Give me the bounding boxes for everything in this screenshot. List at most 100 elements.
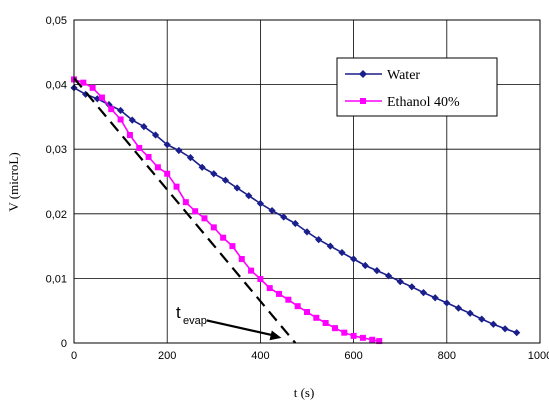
data-point-water [478, 315, 486, 323]
data-point-water [303, 228, 311, 236]
data-point-water [268, 206, 276, 215]
tevap-arrow-shaft [206, 319, 276, 337]
data-point-water [175, 146, 183, 155]
data-point-water [198, 163, 206, 171]
legend-marker-water [359, 70, 367, 78]
annotation-layer [73, 77, 297, 344]
data-point-water [408, 283, 416, 291]
x-tick-label: 200 [158, 350, 176, 362]
legend-marker-ethanol [360, 98, 366, 104]
data-point-ethanol [341, 329, 348, 336]
tangent-dashed-line [73, 77, 297, 344]
data-point-ethanol [201, 215, 208, 222]
data-point-water [210, 170, 218, 178]
plot-area-border [73, 19, 541, 344]
y-tick-label: 0 [61, 338, 67, 350]
data-point-ethanol [145, 153, 152, 160]
data-point-water [454, 304, 463, 312]
data-point-ethanol [276, 290, 283, 297]
x-tick-label: 600 [344, 350, 362, 362]
data-point-ethanol [257, 276, 264, 283]
series-ethanol [71, 76, 383, 345]
series-line-ethanol [73, 78, 380, 342]
data-point-ethanol [98, 94, 105, 101]
tevap-arrow-head [269, 330, 282, 341]
data-point-water [513, 329, 521, 337]
legend: Water Ethanol 40% [336, 57, 498, 117]
data-point-ethanol [108, 106, 115, 113]
y-tick-label: 0,03 [46, 144, 67, 156]
data-point-ethanol [331, 325, 338, 332]
data-point-water [256, 199, 264, 208]
data-point-water [489, 320, 497, 328]
legend-label-water: Water [387, 68, 420, 83]
data-point-ethanol [80, 79, 87, 86]
y-tick-label: 0,04 [46, 80, 67, 92]
data-point-ethanol [322, 319, 329, 326]
data-point-ethanol [136, 144, 143, 151]
series-layer [70, 76, 521, 345]
data-point-water [245, 192, 253, 200]
x-tick-label: 400 [251, 350, 269, 362]
data-point-ethanol [304, 308, 310, 315]
y-axis-title: V (microL) [6, 152, 21, 211]
data-point-ethanol [266, 285, 273, 292]
data-point-ethanol [248, 267, 255, 274]
legend-box [336, 57, 498, 117]
data-point-water [350, 255, 358, 263]
data-point-water [338, 248, 346, 257]
data-point-ethanol [359, 334, 366, 341]
data-point-ethanol [210, 224, 217, 231]
data-point-ethanol [220, 234, 227, 241]
data-point-ethanol [313, 314, 320, 321]
data-point-ethanol [182, 199, 189, 206]
data-point-ethanol [285, 296, 292, 303]
data-point-ethanol [350, 332, 357, 339]
y-tick-label: 0,05 [46, 15, 67, 27]
data-point-ethanol [294, 303, 301, 310]
x-tick-label: 0 [71, 350, 77, 362]
data-point-water [140, 122, 148, 131]
data-point-ethanol [369, 336, 376, 343]
data-point-water [128, 116, 136, 124]
tevap-label-subscript: evap [183, 315, 207, 327]
data-point-water [233, 184, 241, 192]
data-point-ethanol [126, 131, 133, 138]
series-water [70, 84, 521, 337]
data-point-water [326, 242, 334, 250]
data-point-ethanol [164, 170, 171, 177]
data-point-ethanol [229, 243, 236, 250]
data-point-water [501, 325, 509, 333]
data-point-water [361, 261, 369, 270]
tevap-label-main: t [176, 303, 181, 322]
legend-label-ethanol: Ethanol 40% [387, 95, 460, 110]
data-point-water [384, 272, 393, 280]
data-point-water [443, 299, 451, 307]
data-point-water [315, 236, 323, 244]
data-point-water [186, 153, 195, 162]
tevap-label: t evap [176, 303, 207, 327]
data-point-ethanol [117, 116, 124, 123]
y-tick-label: 0,02 [46, 209, 67, 221]
data-point-ethanol [154, 164, 161, 171]
y-axis-ticks: 0 0,01 0,02 0,03 0,04 0,05 [46, 15, 67, 350]
x-axis-title: t (s) [294, 385, 315, 400]
y-tick-label: 0,01 [46, 273, 67, 285]
data-point-water [151, 131, 160, 139]
data-point-water [280, 213, 288, 221]
data-point-ethanol [173, 183, 180, 190]
data-point-water [291, 219, 299, 228]
data-point-ethanol [376, 338, 383, 345]
data-point-ethanol [238, 256, 245, 263]
data-point-water [221, 176, 230, 184]
data-point-water [373, 267, 381, 275]
data-point-ethanol [192, 208, 199, 215]
data-point-ethanol [89, 84, 96, 91]
data-point-water [82, 90, 90, 98]
data-point-water [163, 141, 171, 149]
data-point-water [466, 309, 474, 317]
data-point-water [419, 289, 428, 297]
